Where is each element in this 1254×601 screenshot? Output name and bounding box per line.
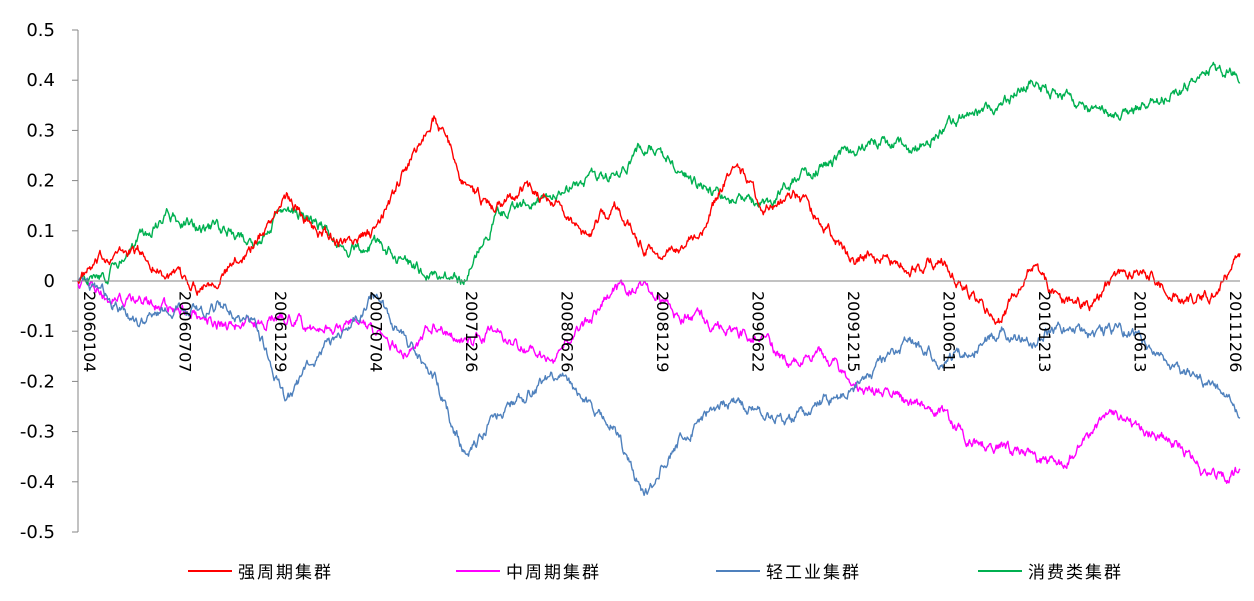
x-tick-label: 20071226 xyxy=(462,291,481,372)
y-tick-label: 0.1 xyxy=(26,221,55,242)
x-tick-label: 20060707 xyxy=(176,291,195,372)
legend-label: 中周期集群 xyxy=(506,563,601,583)
x-tick-label: 20100611 xyxy=(940,291,959,372)
x-tick-label: 20101213 xyxy=(1035,291,1054,372)
legend-item-2: 轻工业集群 xyxy=(716,563,861,583)
y-tick-label: -0.3 xyxy=(20,422,55,443)
y-tick-label: -0.4 xyxy=(20,472,55,493)
series-line-3 xyxy=(77,61,1241,286)
legend: 强周期集群 中周期集群 轻工业集群 消费类集群 xyxy=(188,563,1123,583)
x-tick-label: 20091215 xyxy=(844,291,863,372)
legend-item-1: 中周期集群 xyxy=(456,563,601,583)
y-tick-label: 0.2 xyxy=(26,171,55,192)
x-tick-label: 20080626 xyxy=(558,291,577,372)
y-tick-label: 0 xyxy=(44,271,55,292)
x-tick-label: 20081219 xyxy=(653,291,672,372)
x-tick-label: 20090622 xyxy=(749,291,768,372)
y-tick-label: 0.4 xyxy=(26,70,55,91)
y-tick-label: -0.2 xyxy=(20,371,55,392)
x-axis: 20060104 20060707 20061229 20070704 20071226… xyxy=(78,280,1245,372)
legend-item-3: 消费类集群 xyxy=(978,563,1123,583)
legend-item-0: 强周期集群 xyxy=(188,563,333,583)
x-tick-label: 20111206 xyxy=(1226,291,1245,372)
x-tick-label: 20070704 xyxy=(367,291,386,372)
y-axis: 0.5 0.4 0.3 0.2 0.1 0 -0.1 -0.2 -0.3 -0.4 -0.5 xyxy=(20,20,79,543)
series-line-2 xyxy=(77,274,1241,497)
legend-label: 轻工业集群 xyxy=(766,563,861,583)
y-tick-label: -0.1 xyxy=(20,321,55,342)
y-tick-label: -0.5 xyxy=(20,522,55,543)
series-line-1 xyxy=(77,278,1241,485)
y-tick-label: 0.5 xyxy=(26,20,55,41)
legend-label: 消费类集群 xyxy=(1028,563,1123,583)
x-tick-label: 20060104 xyxy=(80,291,99,372)
legend-label: 强周期集群 xyxy=(238,563,333,583)
x-tick-label: 20061229 xyxy=(271,291,290,372)
y-tick-label: 0.3 xyxy=(26,120,55,141)
series-line-0 xyxy=(77,115,1241,325)
x-tick-label: 20110613 xyxy=(1131,291,1150,372)
series-lines xyxy=(77,61,1241,497)
